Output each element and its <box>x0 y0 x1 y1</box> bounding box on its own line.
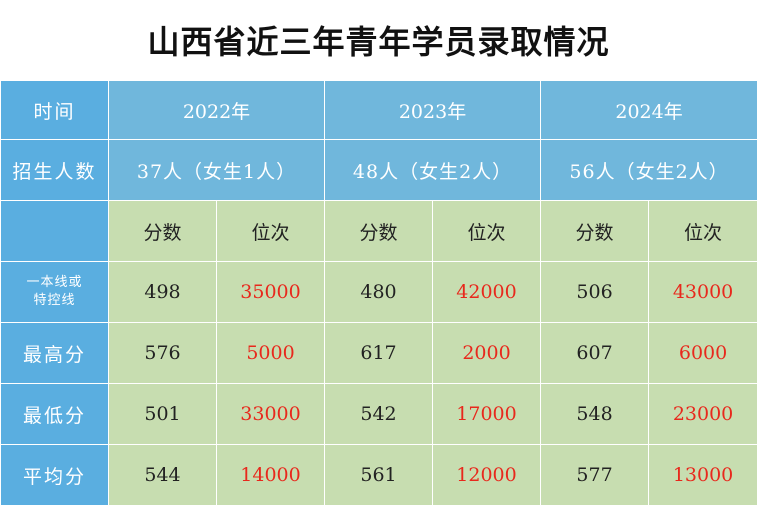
score-cell: 617 <box>325 323 433 384</box>
time-label: 时间 <box>1 81 109 140</box>
rank-cell: 42000 <box>433 262 541 323</box>
year-2024: 2024年 <box>541 81 757 140</box>
row-label-cutoff-line1: 一本线或 <box>1 274 108 292</box>
score-cell: 561 <box>325 445 433 506</box>
row-label-cutoff-line2: 特控线 <box>1 292 108 310</box>
admission-table: 时间 2022年 2023年 2024年 招生人数 37人（女生1人） 48人（… <box>0 80 757 506</box>
subheader-empty <box>1 201 109 262</box>
row-label-average: 平均分 <box>1 445 109 506</box>
rank-cell: 14000 <box>217 445 325 506</box>
rank-cell: 23000 <box>649 384 757 445</box>
score-cell: 576 <box>109 323 217 384</box>
rank-header: 位次 <box>217 201 325 262</box>
score-header: 分数 <box>325 201 433 262</box>
enrollment-row: 招生人数 37人（女生1人） 48人（女生2人） 56人（女生2人） <box>1 140 757 201</box>
year-2022: 2022年 <box>109 81 325 140</box>
score-cell: 480 <box>325 262 433 323</box>
table-row: 最高分 576 5000 617 2000 607 6000 <box>1 323 757 384</box>
row-label-lowest: 最低分 <box>1 384 109 445</box>
subheader-row: 分数 位次 分数 位次 分数 位次 <box>1 201 757 262</box>
rank-cell: 17000 <box>433 384 541 445</box>
rank-cell: 6000 <box>649 323 757 384</box>
enrollment-2024: 56人（女生2人） <box>541 140 757 201</box>
score-cell: 506 <box>541 262 649 323</box>
rank-cell: 5000 <box>217 323 325 384</box>
score-cell: 542 <box>325 384 433 445</box>
score-cell: 498 <box>109 262 217 323</box>
score-cell: 544 <box>109 445 217 506</box>
score-cell: 548 <box>541 384 649 445</box>
table-row: 平均分 544 14000 561 12000 577 13000 <box>1 445 757 506</box>
rank-cell: 33000 <box>217 384 325 445</box>
rank-header: 位次 <box>649 201 757 262</box>
score-header: 分数 <box>541 201 649 262</box>
row-label-cutoff: 一本线或 特控线 <box>1 262 109 323</box>
rank-cell: 2000 <box>433 323 541 384</box>
score-cell: 607 <box>541 323 649 384</box>
rank-cell: 43000 <box>649 262 757 323</box>
table-row: 最低分 501 33000 542 17000 548 23000 <box>1 384 757 445</box>
score-cell: 501 <box>109 384 217 445</box>
table-row: 一本线或 特控线 498 35000 480 42000 506 43000 <box>1 262 757 323</box>
year-header-row: 时间 2022年 2023年 2024年 <box>1 81 757 140</box>
score-header: 分数 <box>109 201 217 262</box>
score-cell: 577 <box>541 445 649 506</box>
enrollment-label: 招生人数 <box>1 140 109 201</box>
page-title: 山西省近三年青年学员录取情况 <box>0 0 757 80</box>
rank-header: 位次 <box>433 201 541 262</box>
rank-cell: 13000 <box>649 445 757 506</box>
enrollment-2023: 48人（女生2人） <box>325 140 541 201</box>
row-label-highest: 最高分 <box>1 323 109 384</box>
rank-cell: 35000 <box>217 262 325 323</box>
rank-cell: 12000 <box>433 445 541 506</box>
year-2023: 2023年 <box>325 81 541 140</box>
enrollment-2022: 37人（女生1人） <box>109 140 325 201</box>
